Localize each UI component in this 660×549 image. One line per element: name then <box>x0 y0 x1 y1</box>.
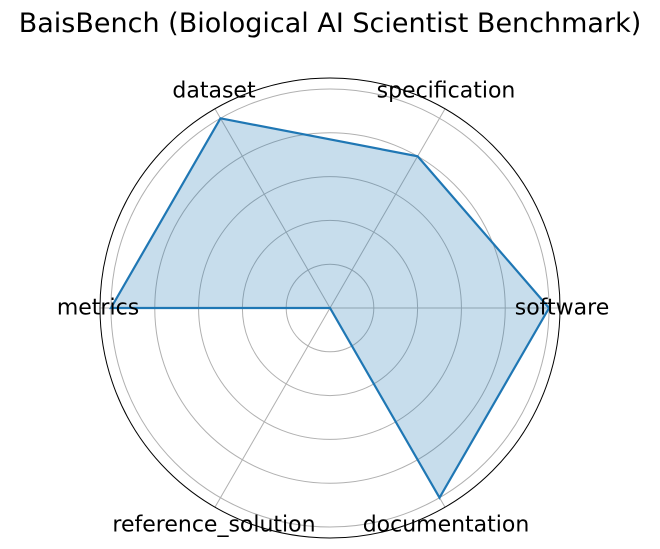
axis-label-documentation: documentation <box>363 512 530 537</box>
outer-frame-circle <box>99 77 561 539</box>
axis-label-specification: specification <box>377 79 516 104</box>
chart-title: BaisBench (Biological AI Scientist Bench… <box>19 8 642 39</box>
series-line <box>109 117 551 500</box>
axis-label-dataset: dataset <box>172 79 256 104</box>
spoke-dataset <box>214 108 331 309</box>
data-layer <box>109 117 551 500</box>
spoke-specification <box>329 108 446 309</box>
axis-label-software: software <box>515 296 609 321</box>
axis-label-layer: software specification dataset metrics refer… <box>57 79 609 538</box>
axis-label-reference-solution: reference_solution <box>112 512 315 537</box>
spoke-reference-solution <box>214 307 331 508</box>
axis-label-metrics: metrics <box>57 296 139 321</box>
